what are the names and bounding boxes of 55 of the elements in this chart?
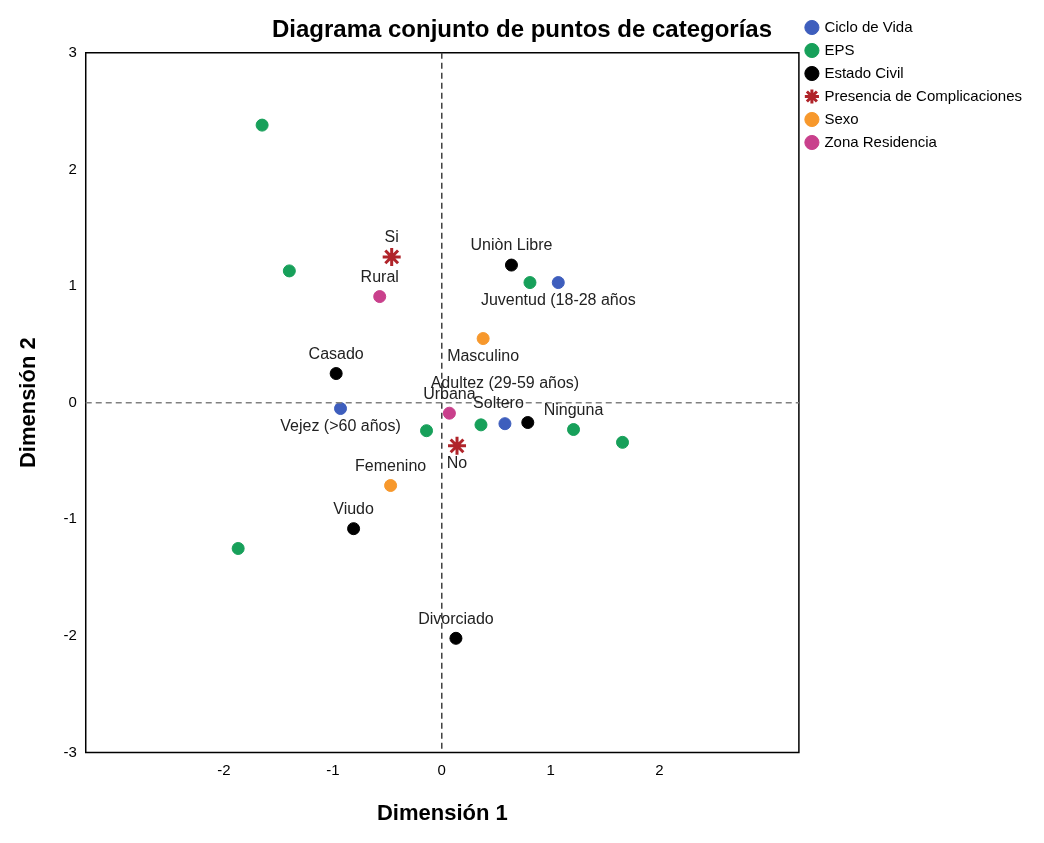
x-tick-label: -2 <box>217 760 231 778</box>
y-axis-title: Dimensión 2 <box>15 337 41 469</box>
point <box>616 435 630 449</box>
point <box>476 332 490 346</box>
data-label: Uniòn Libre <box>470 236 553 254</box>
data-label: No <box>446 454 468 472</box>
data-label: Rural <box>360 267 399 285</box>
data-label: Juventud (18-28 años <box>480 290 636 308</box>
point <box>449 631 463 645</box>
y-tick-label: -2 <box>63 626 77 644</box>
point <box>567 423 581 437</box>
point <box>446 435 468 457</box>
data-label: Vejez (>60 años) <box>280 416 401 434</box>
data-label: Viudo <box>333 500 374 518</box>
point <box>551 276 565 290</box>
point <box>498 417 512 431</box>
x-tick-label: -1 <box>326 760 340 778</box>
x-tick-label: 1 <box>546 760 555 778</box>
legend-label: Sexo <box>824 109 859 127</box>
point <box>523 276 537 290</box>
point <box>442 406 456 420</box>
point <box>504 258 518 272</box>
data-label: Divorciado <box>418 609 494 627</box>
legend-label: Presencia de Complicaciones <box>824 86 1023 104</box>
y-tick-label: 1 <box>68 276 77 294</box>
data-label: Masculino <box>447 346 520 364</box>
point <box>329 367 343 381</box>
legend-label: Zona Residencia <box>824 132 938 150</box>
point <box>381 246 403 268</box>
x-tick-label: 0 <box>437 760 446 778</box>
point <box>521 416 535 430</box>
point <box>420 424 434 438</box>
x-tick-label: 2 <box>655 760 664 778</box>
point <box>255 118 269 132</box>
y-tick-label: 0 <box>68 392 77 410</box>
point <box>334 402 348 416</box>
point <box>231 541 245 555</box>
point <box>347 522 361 536</box>
x-axis-title: Dimensión 1 <box>376 799 508 825</box>
legend-label: Estado Civil <box>824 63 904 81</box>
point <box>373 290 387 304</box>
y-tick-label: 2 <box>68 159 77 177</box>
legend-label: EPS <box>824 40 855 58</box>
chart-title: Diagrama conjunto de puntos de categorías <box>271 15 773 43</box>
data-label: Casado <box>308 344 364 362</box>
point <box>474 418 488 432</box>
y-tick-label: 3 <box>68 42 77 60</box>
legend-label: Ciclo de Vida <box>824 17 914 35</box>
point <box>384 479 398 493</box>
data-label: Ninguna <box>543 400 604 418</box>
y-tick-label: -3 <box>63 742 77 760</box>
data-label: Femenino <box>355 456 427 474</box>
data-label: Si <box>384 228 399 246</box>
y-tick-label: -1 <box>63 509 77 527</box>
point <box>282 264 296 278</box>
